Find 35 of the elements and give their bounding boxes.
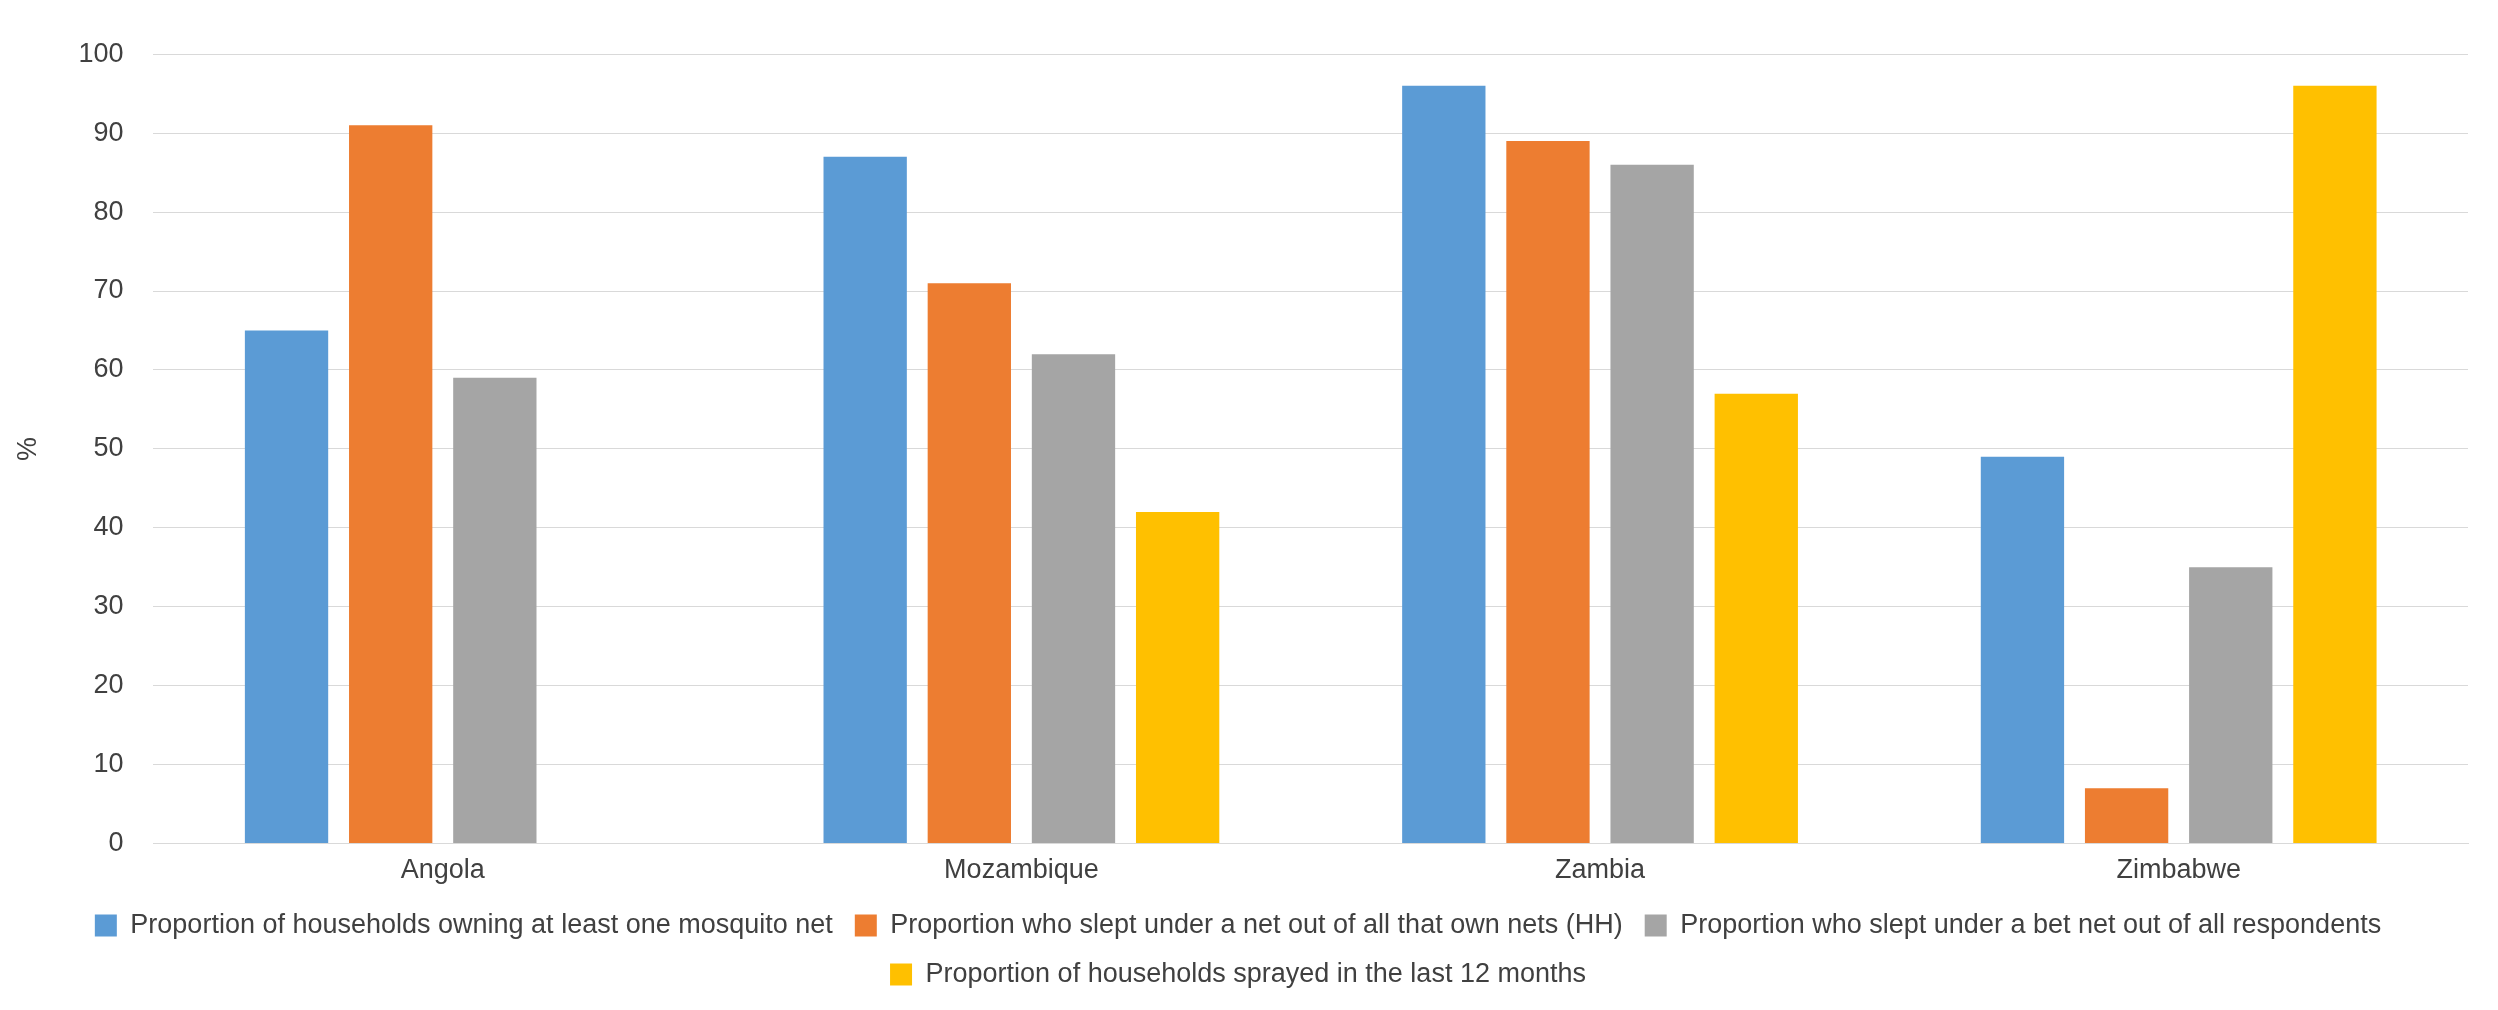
legend-label: Proportion who slept under a net out of all that own nets (HH) [890,908,1623,939]
y-tick-label: 30 [93,590,124,621]
y-tick-label: 100 [78,37,124,68]
bar [1714,393,1798,844]
bar [1506,141,1590,844]
legend-label: Proportion of households sprayed in the last 12 months [925,957,1586,988]
legend-label: Proportion of households owning at least one mosquito net [130,908,834,939]
y-tick-label: 20 [93,669,124,700]
x-tick-label: Zimbabwe [2116,854,2241,885]
bar [1031,354,1116,844]
y-tick-label: 40 [93,511,124,542]
y-tick-label: 90 [93,116,124,147]
x-tick-label: Zambia [1555,854,1647,885]
y-tick-label: 80 [93,195,124,226]
bar [927,283,1011,844]
bar [823,156,907,844]
bar [1610,164,1694,844]
bar [1135,512,1220,844]
bar [1980,456,2065,844]
bar [2084,788,2169,844]
bar [2189,567,2273,844]
y-axis-title: % [11,436,42,461]
legend-label: Proportion who slept under a bet net out of all respondents [1680,908,2382,939]
y-tick-label: 50 [93,432,124,463]
x-tick-label: Angola [400,854,486,885]
y-tick-label: 70 [93,274,124,305]
y-tick-label: 60 [93,353,124,384]
bar [2293,85,2377,844]
bar [244,330,329,844]
bar [453,377,537,844]
y-tick-label: 10 [93,748,124,779]
y-tick-label: 0 [108,827,124,858]
bar [1402,85,1486,844]
x-tick-label: Mozambique [944,854,1099,885]
bar [349,125,433,844]
